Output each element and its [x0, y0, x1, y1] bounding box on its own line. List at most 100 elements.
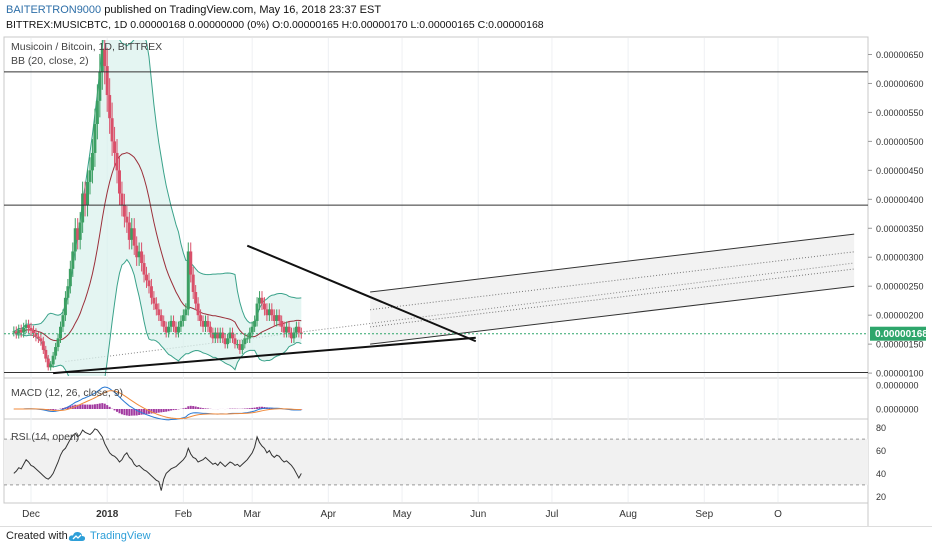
candle-body: [96, 101, 99, 124]
candle-body: [27, 325, 30, 328]
candle-body: [246, 338, 249, 339]
footer: Created with TradingView: [0, 526, 932, 551]
time-tick-label: Feb: [175, 509, 193, 520]
candle-body: [184, 309, 187, 315]
macd-tick-label: 0.0000000: [876, 405, 919, 415]
macd-histogram-bar: [163, 409, 165, 412]
macd-histogram-bar: [160, 409, 162, 412]
rsi-tick-label: 40: [876, 469, 886, 479]
price-tick-label: 0.00000300: [876, 253, 924, 263]
candle-body: [253, 321, 256, 327]
candle-body: [167, 327, 170, 333]
candle-body: [288, 327, 291, 333]
candle-body: [89, 170, 92, 182]
price-tick-label: 0.00000200: [876, 311, 924, 321]
candle-body: [140, 251, 143, 263]
macd-histogram-bar: [114, 409, 116, 410]
candle-body: [93, 124, 96, 153]
macd-histogram-bar: [121, 409, 123, 414]
candle-body: [52, 356, 55, 365]
macd-histogram-bar: [116, 409, 118, 412]
candle-body: [64, 298, 67, 315]
candle-body: [209, 327, 212, 333]
macd-histogram-bar: [155, 409, 157, 413]
candle-body: [150, 286, 153, 298]
rsi-tick-label: 60: [876, 446, 886, 456]
tradingview-brand-link[interactable]: TradingView: [90, 530, 151, 542]
time-tick-label: Aug: [619, 509, 637, 520]
chart-canvas[interactable]: 0.000006500.000006000.000005500.00000500…: [0, 36, 932, 526]
time-tick-label: Jun: [470, 509, 486, 520]
candle-body: [91, 153, 94, 170]
candle-body: [233, 338, 236, 344]
candle-body: [177, 327, 180, 333]
tradingview-cloud-icon[interactable]: [68, 530, 86, 544]
candle-body: [30, 328, 33, 331]
bb-indicator-label: BB (20, close, 2): [11, 55, 89, 67]
candle-body: [57, 338, 60, 347]
candle-body: [39, 338, 42, 341]
macd-histogram-bar: [131, 409, 133, 416]
candle-body: [160, 315, 163, 321]
macd-histogram-bar: [158, 409, 160, 413]
candle-body: [37, 337, 40, 339]
time-tick-label: Jul: [546, 509, 559, 520]
last-price-text: 0.00000168: [875, 329, 928, 340]
price-tick-label: 0.00000550: [876, 108, 924, 118]
candle-body: [125, 217, 128, 223]
candle-body: [61, 315, 64, 327]
time-tick-label: Dec: [22, 509, 40, 520]
chart-header: BAITERTRON9000 published on TradingView.…: [0, 0, 932, 36]
candle-body: [157, 309, 160, 315]
candle-body: [182, 315, 185, 321]
macd-histogram-bar: [187, 406, 189, 409]
time-tick-label: 2018: [96, 509, 119, 520]
macd-histogram-bar: [128, 409, 130, 416]
macd-histogram-bar: [190, 406, 192, 409]
candle-body: [179, 321, 182, 327]
candle-body: [79, 222, 82, 239]
candle-body: [278, 315, 281, 321]
author-link[interactable]: BAITERTRON9000: [6, 4, 101, 16]
macd-histogram-bar: [94, 404, 96, 409]
macd-histogram-bar: [256, 407, 258, 409]
price-tick-label: 0.00000150: [876, 340, 924, 350]
macd-histogram-bar: [168, 409, 170, 411]
ohlc-line: BITTREX:MUSICBTC, 1D 0.00000168 0.000000…: [6, 19, 544, 31]
macd-histogram-bar: [106, 405, 108, 409]
price-tick-label: 0.00000350: [876, 224, 924, 234]
candle-body: [147, 280, 150, 286]
price-tick-label: 0.00000500: [876, 137, 924, 147]
macd-histogram-bar: [197, 407, 199, 409]
price-tick-label: 0.00000100: [876, 369, 924, 379]
candle-body: [116, 153, 119, 170]
macd-tick-label: 0.0000000: [876, 381, 919, 391]
time-tick-label: Sep: [695, 509, 713, 520]
candle-body: [256, 304, 259, 321]
price-tick-label: 0.00000250: [876, 282, 924, 292]
rsi-band: [4, 439, 868, 485]
candle-body: [118, 170, 121, 193]
rsi-title: RSI (14, open): [11, 431, 79, 443]
candle-body: [194, 292, 197, 304]
time-tick-label: Apr: [321, 509, 337, 520]
price-tick-label: 0.00000400: [876, 195, 924, 205]
candle-body: [297, 327, 300, 333]
macd-histogram-bar: [104, 404, 106, 409]
candle-body: [98, 72, 101, 101]
macd-histogram-bar: [126, 409, 128, 415]
candle-body: [113, 141, 116, 153]
macd-histogram-bar: [87, 405, 89, 409]
candle-body: [162, 321, 165, 327]
time-tick-label: Mar: [244, 509, 262, 520]
macd-histogram-bar: [79, 405, 81, 409]
macd-histogram-bar: [204, 408, 206, 409]
candle-body: [133, 228, 136, 245]
publish-line: BAITERTRON9000 published on TradingView.…: [6, 4, 381, 16]
price-tick-label: 0.00000650: [876, 50, 924, 60]
macd-title: MACD (12, 26, close, 9): [11, 387, 123, 399]
candle-body: [86, 182, 89, 205]
candle-body: [172, 321, 175, 327]
macd-histogram-bar: [99, 403, 101, 409]
macd-histogram-bar: [84, 405, 86, 409]
